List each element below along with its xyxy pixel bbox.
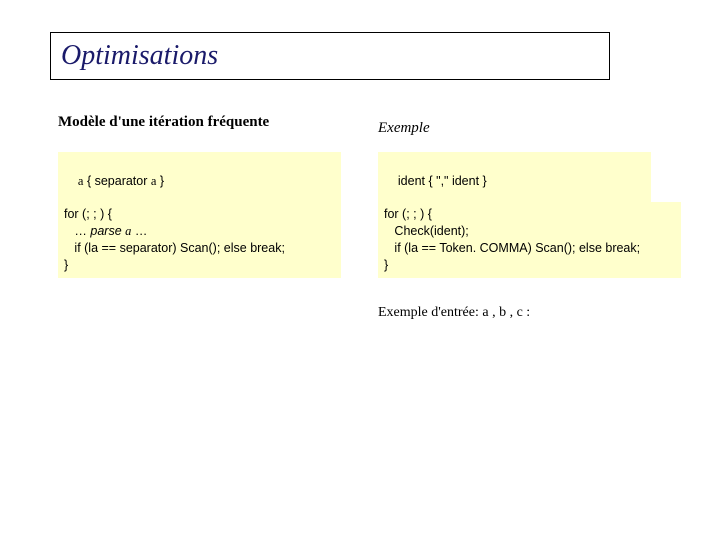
subtitle-right: Exemple [378,120,430,137]
grammar-right-text: ident { "," ident } [398,174,487,188]
title-box: Optimisations [50,32,610,80]
slide: Optimisations Modèle d'une itération fré… [0,0,720,540]
entry-example: Exemple d'entrée: a , b , c : [378,305,530,321]
code-box-left: for (; ; ) { … parse a … if (la == separ… [58,202,341,278]
code-right-line3: if (la == Token. COMMA) Scan(); else bre… [384,241,640,255]
grammar-left-text: a { separator a } [78,174,164,188]
code-right-line1: for (; ; ) { [384,207,432,221]
slide-title: Optimisations [61,40,218,72]
code-left-line3: if (la == separator) Scan(); else break; [64,241,285,255]
code-right-line2: Check(ident); [384,224,469,238]
code-box-right: for (; ; ) { Check(ident); if (la == Tok… [378,202,681,278]
code-right-line4: } [384,258,388,272]
subtitle-left: Modèle d'une itération fréquente [58,114,269,131]
code-left-line1: for (; ; ) { [64,207,112,221]
code-left-line2: … parse a … [64,224,147,238]
code-left-line4: } [64,258,68,272]
